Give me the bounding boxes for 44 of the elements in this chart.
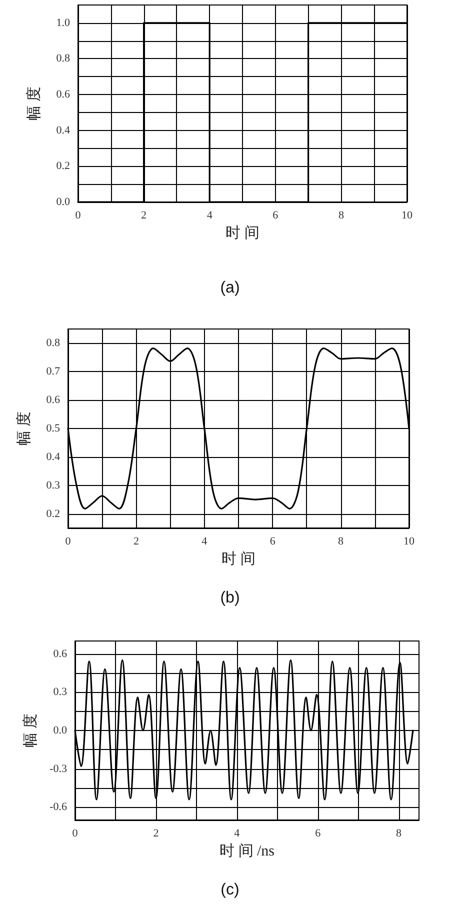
y-tick-label: -0.3: [50, 762, 68, 775]
x-tick-label: 8: [338, 210, 344, 222]
x-tick-label: 6: [272, 210, 279, 222]
y-tick-label: 0.4: [56, 124, 70, 136]
y-tick-label: -0.6: [50, 801, 68, 814]
y-tick-label: 0.8: [46, 337, 60, 350]
y-tick-label: 0.7: [46, 366, 60, 378]
x-tick-label: 0: [75, 210, 82, 222]
text: (b): [220, 590, 240, 606]
y-tick-label: 0.2: [46, 508, 60, 520]
x-tick-label: 2: [141, 210, 147, 222]
x-axis-title: 时 间: [222, 550, 256, 568]
x-tick-label: 0: [65, 536, 72, 548]
x-tick-label: 4: [206, 210, 213, 222]
x-tick-label: 2: [133, 536, 139, 548]
y-axis-title: 幅 度: [16, 412, 32, 446]
y-tick-label: 0.5: [46, 422, 60, 434]
y-tick-label: 0.2: [56, 160, 70, 172]
x-tick-label: 0: [72, 828, 78, 840]
y-tick-label: 0.0: [53, 724, 68, 736]
y-axis-title: 幅 度: [26, 86, 42, 120]
x-tick-label: 10: [402, 210, 413, 222]
x-tick-label: 8: [396, 828, 402, 840]
y-tick-label: 0.8: [56, 52, 70, 65]
x-tick-label: 6: [315, 828, 322, 840]
y-tick-label: 0.0: [56, 196, 70, 208]
x-tick-label: 6: [270, 536, 276, 548]
y-tick-label: 0.6: [46, 394, 60, 406]
y-tick-label: 0.4: [46, 450, 60, 463]
x-axis-title: 时 间 /ns: [219, 842, 275, 860]
x-tick-label: 4: [234, 828, 240, 840]
text: (a): [220, 280, 240, 296]
x-tick-label: 4: [202, 536, 208, 548]
x-tick-label: 10: [404, 536, 415, 548]
text: (c): [220, 882, 240, 898]
y-tick-label: 0.6: [56, 88, 70, 101]
y-tick-label: 1.0: [56, 16, 70, 29]
x-tick-label: 2: [153, 828, 159, 840]
x-axis-title: 时 间: [226, 224, 260, 242]
x-tick-label: 8: [338, 536, 344, 548]
y-tick-label: 0.6: [53, 648, 68, 660]
y-axis-title: 幅 度: [22, 714, 40, 748]
y-tick-label: 0.3: [46, 479, 60, 492]
y-tick-label: 0.3: [53, 686, 68, 698]
